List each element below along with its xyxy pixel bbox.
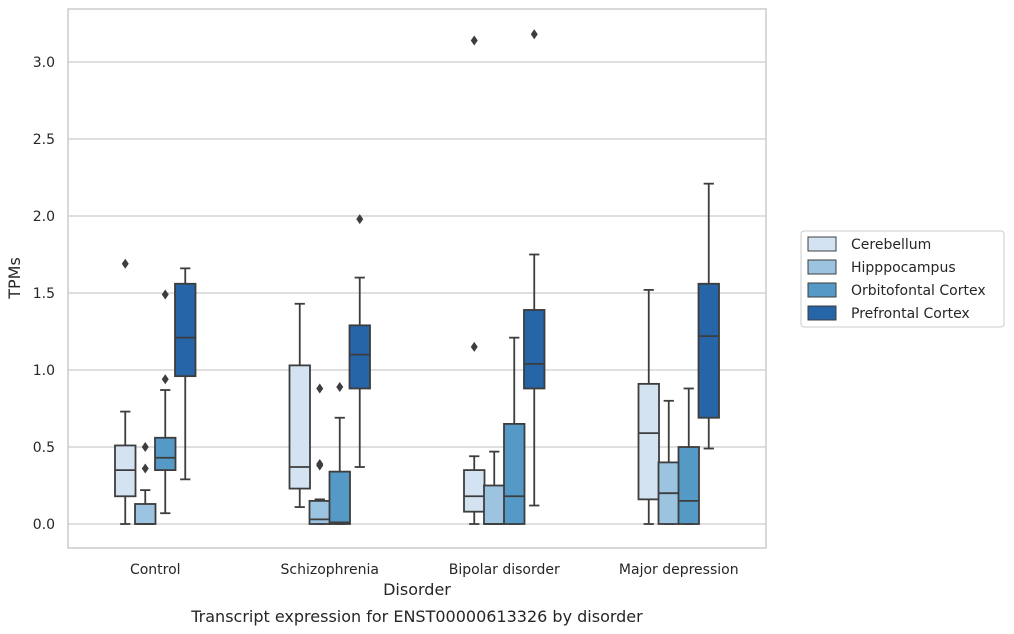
chart-caption: Transcript expression for ENST0000061332… — [190, 607, 643, 626]
box-series — [114, 29, 720, 525]
box-element — [677, 387, 700, 525]
legend-label: Hipppocampus — [851, 260, 956, 276]
box-iqr — [463, 469, 486, 513]
legend-label: Orbitofontal Cortex — [851, 283, 986, 299]
outlier-point — [470, 341, 478, 352]
legend-swatch — [807, 305, 837, 321]
box-element — [134, 442, 157, 525]
plot-frame — [67, 8, 767, 549]
outlier-point — [530, 29, 538, 40]
x-tick-label: Control — [130, 562, 181, 578]
series-orbitofontal-cortex — [154, 289, 700, 525]
outlier-point — [141, 463, 149, 474]
legend: Cerebellum Hipppocampus Orbitofontal Corte… — [800, 230, 1005, 328]
series-hipppocampus — [134, 383, 680, 525]
legend-swatch — [807, 282, 837, 298]
legend-frame — [800, 230, 1005, 328]
x-tick-label: Major depression — [619, 562, 739, 578]
outlier-point — [470, 35, 478, 46]
legend-label: Prefrontal Cortex — [851, 306, 970, 322]
series-cerebellum — [114, 35, 660, 525]
outlier-point — [316, 383, 324, 394]
box-element — [288, 302, 311, 508]
box-element — [348, 214, 371, 468]
box-iqr — [483, 484, 506, 525]
y-tick-label: 0.0 — [33, 517, 55, 533]
outlier-point — [121, 258, 129, 269]
y-axis-ticks: 0.0 0.5 1.0 1.5 2.0 2.5 3.0 — [33, 55, 55, 533]
y-tick-label: 1.0 — [33, 363, 55, 379]
series-prefrontal-cortex — [174, 29, 720, 507]
box-element — [174, 267, 197, 481]
box-element — [657, 399, 680, 525]
outlier-point — [336, 381, 344, 392]
outlier-point — [161, 289, 169, 300]
box-element — [154, 289, 177, 515]
box-element — [523, 29, 546, 507]
box-element — [308, 383, 331, 525]
box-iqr — [134, 503, 157, 525]
legend-swatch — [807, 259, 837, 275]
outlier-point — [161, 374, 169, 385]
box-iqr — [308, 499, 331, 525]
box-element — [503, 336, 526, 525]
box-iqr — [348, 324, 371, 390]
legend-label: Cerebellum — [851, 237, 931, 253]
box-iqr — [697, 282, 720, 419]
box-iqr — [503, 422, 526, 525]
y-tick-label: 2.5 — [33, 132, 55, 148]
x-axis-label: Disorder — [383, 580, 451, 599]
outlier-point — [316, 458, 324, 469]
y-tick-label: 3.0 — [33, 55, 55, 71]
box-element — [637, 289, 660, 525]
box-element — [114, 258, 137, 525]
y-tick-label: 2.0 — [33, 209, 55, 225]
x-tick-label: Bipolar disorder — [449, 562, 560, 578]
outlier-point — [356, 214, 364, 225]
box-iqr — [288, 364, 311, 490]
box-element — [328, 381, 351, 525]
box-iqr — [174, 282, 197, 378]
y-axis-label: TPMs — [5, 257, 24, 300]
box-element — [697, 182, 720, 450]
x-axis-ticks: Control Schizophrenia Bipolar disorder Majo… — [130, 562, 739, 578]
box-iqr — [637, 382, 660, 501]
box-iqr — [677, 446, 700, 525]
outlier-point — [141, 442, 149, 452]
box-element — [483, 450, 506, 525]
x-tick-label: Schizophrenia — [281, 562, 379, 578]
legend-swatch — [807, 236, 837, 252]
box-iqr — [154, 436, 177, 472]
box-iqr — [523, 309, 546, 390]
y-tick-label: 1.5 — [33, 286, 55, 302]
y-tick-label: 0.5 — [33, 440, 55, 456]
box-iqr — [328, 470, 351, 525]
box-element — [463, 35, 486, 525]
